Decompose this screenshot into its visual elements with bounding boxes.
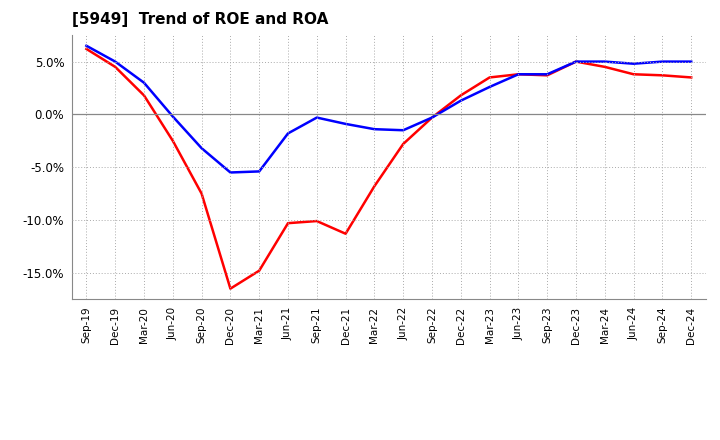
ROA	[485, 84, 494, 90]
ROE	[428, 115, 436, 120]
ROA	[456, 98, 465, 103]
ROA	[82, 43, 91, 48]
ROE	[543, 73, 552, 78]
ROE	[687, 75, 696, 80]
ROE	[341, 231, 350, 236]
ROA	[514, 72, 523, 77]
ROA	[428, 115, 436, 120]
ROE	[370, 183, 379, 189]
ROE	[600, 64, 609, 70]
ROA	[255, 169, 264, 174]
ROA	[658, 59, 667, 64]
ROA	[341, 121, 350, 127]
ROE	[255, 268, 264, 273]
Line: ROE: ROE	[86, 49, 691, 289]
ROA	[572, 59, 580, 64]
ROE	[168, 138, 177, 143]
ROA	[197, 146, 206, 151]
ROA	[226, 170, 235, 175]
ROA	[111, 59, 120, 64]
ROA	[600, 59, 609, 64]
ROA	[629, 61, 638, 66]
ROE	[514, 72, 523, 77]
ROE	[312, 218, 321, 224]
ROE	[399, 141, 408, 147]
ROE	[284, 220, 292, 226]
Line: ROA: ROA	[86, 46, 691, 172]
ROE	[111, 64, 120, 70]
ROA	[399, 128, 408, 133]
ROE	[197, 191, 206, 196]
ROE	[140, 93, 148, 98]
ROE	[629, 72, 638, 77]
ROE	[82, 46, 91, 51]
ROA	[168, 114, 177, 119]
ROA	[370, 127, 379, 132]
ROA	[312, 115, 321, 120]
ROA	[543, 72, 552, 77]
ROA	[284, 131, 292, 136]
ROE	[456, 93, 465, 98]
ROE	[226, 286, 235, 291]
ROE	[572, 59, 580, 64]
ROE	[658, 73, 667, 78]
Text: [5949]  Trend of ROE and ROA: [5949] Trend of ROE and ROA	[72, 12, 328, 27]
ROE	[485, 75, 494, 80]
ROA	[687, 59, 696, 64]
ROA	[140, 80, 148, 85]
